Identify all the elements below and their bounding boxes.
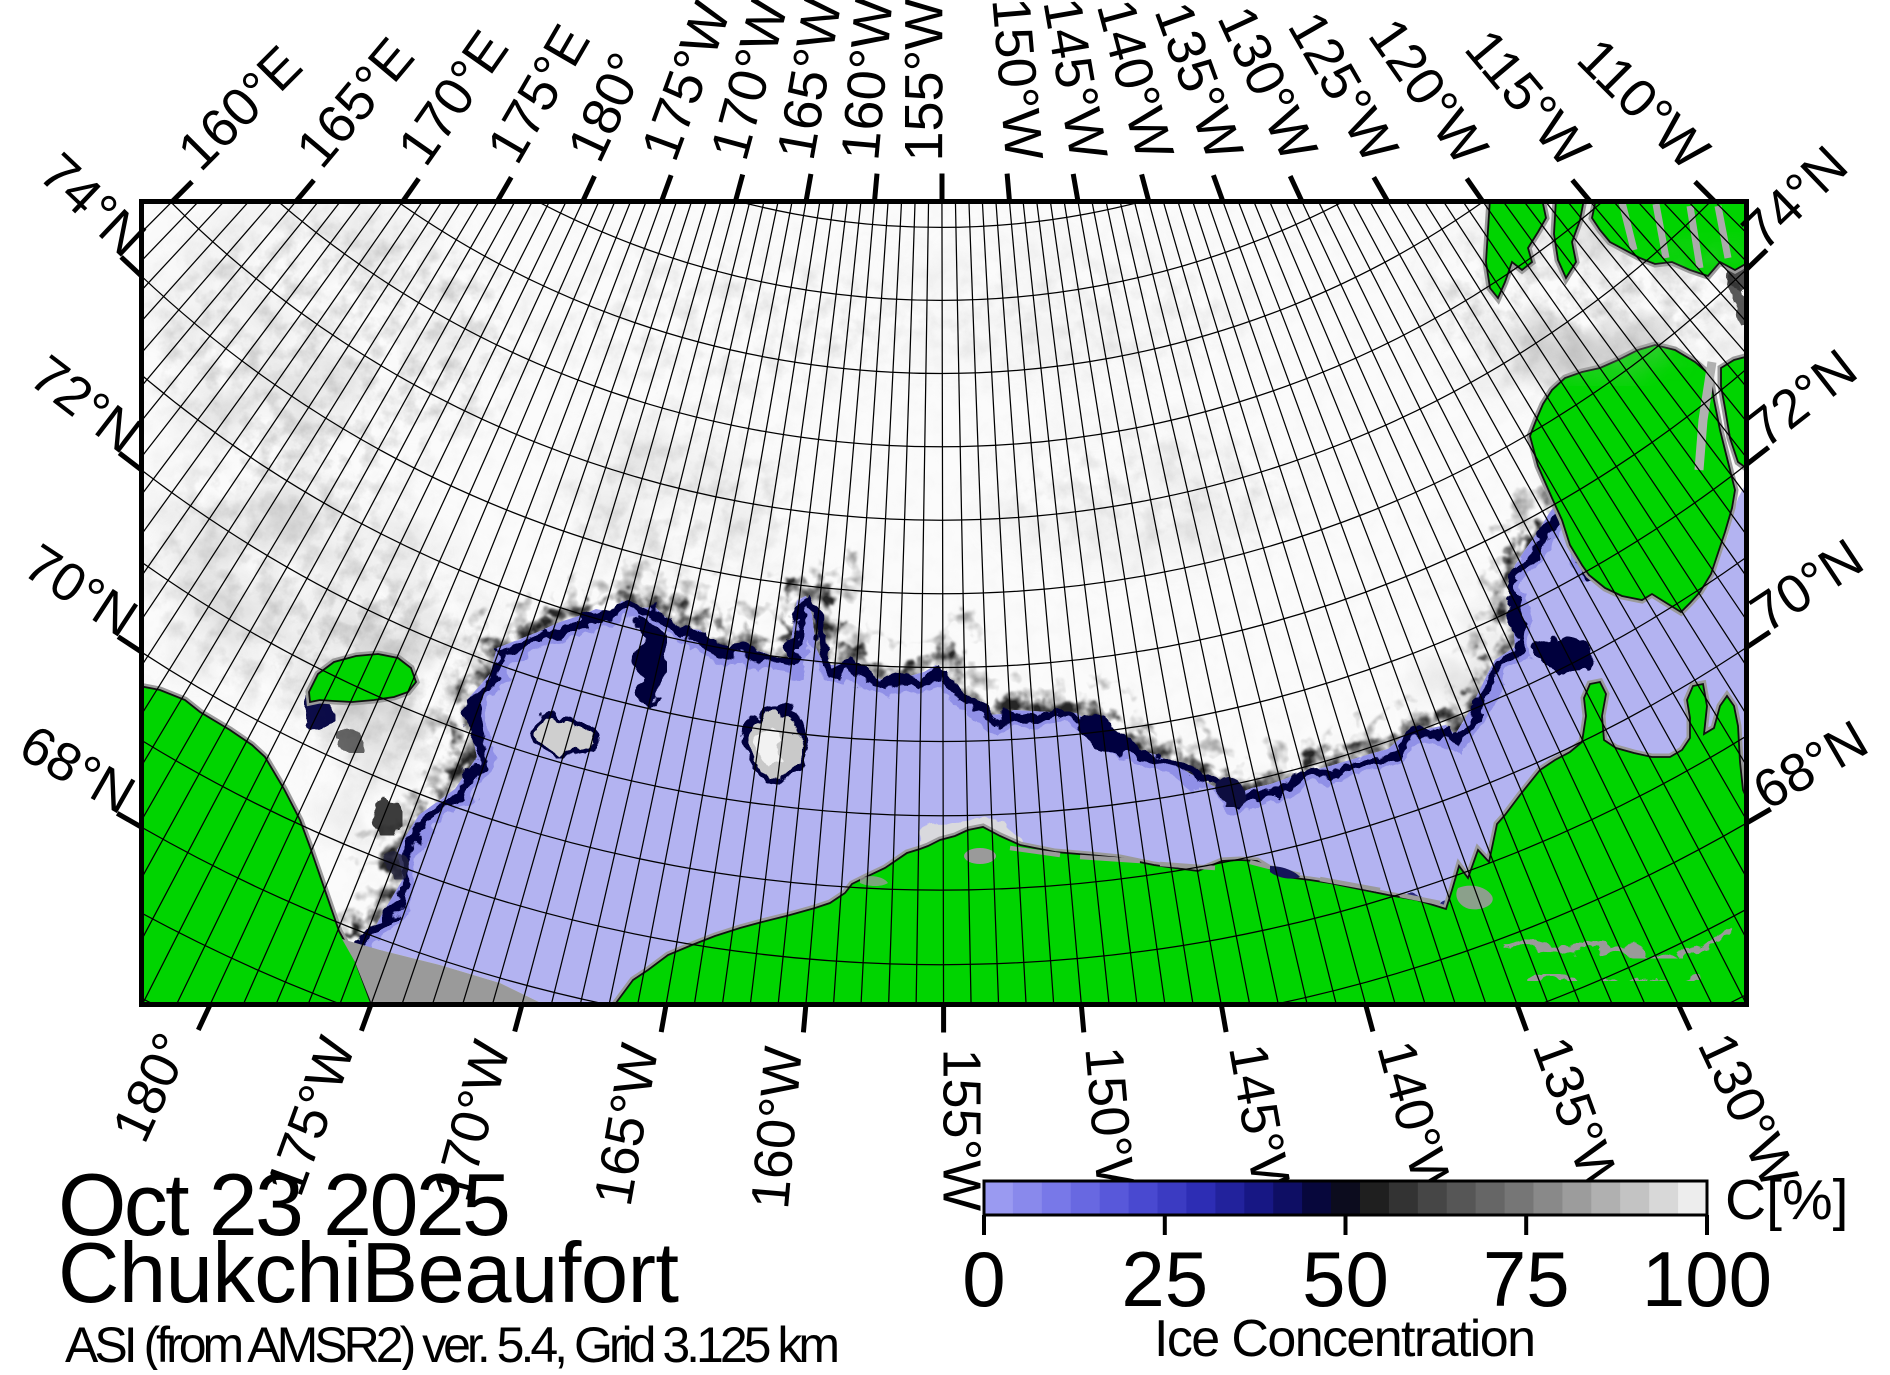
svg-text:0: 0 (962, 1235, 1005, 1323)
svg-text:160°W: 160°W (740, 1044, 814, 1211)
svg-text:100: 100 (1642, 1235, 1772, 1323)
svg-text:ChukchiBeaufort: ChukchiBeaufort (58, 1226, 679, 1321)
svg-text:150°W: 150°W (980, 0, 1054, 163)
svg-text:25: 25 (1121, 1235, 1208, 1323)
svg-text:155°W: 155°W (894, 0, 954, 162)
svg-text:Oct 23 2025: Oct 23 2025 (58, 1155, 511, 1254)
svg-text:50: 50 (1302, 1235, 1389, 1323)
svg-text:160°W: 160°W (830, 0, 904, 163)
svg-text:C[%]: C[%] (1725, 1168, 1849, 1232)
svg-text:ASI (from AMSR2) ver. 5.4, Gr: ASI (from AMSR2) ver. 5.4, Grid 3.125 km (65, 1317, 840, 1370)
svg-text:75: 75 (1483, 1235, 1570, 1323)
svg-text:155°W: 155°W (932, 1049, 992, 1212)
svg-text:Ice Concentration: Ice Concentration (1154, 1310, 1536, 1368)
